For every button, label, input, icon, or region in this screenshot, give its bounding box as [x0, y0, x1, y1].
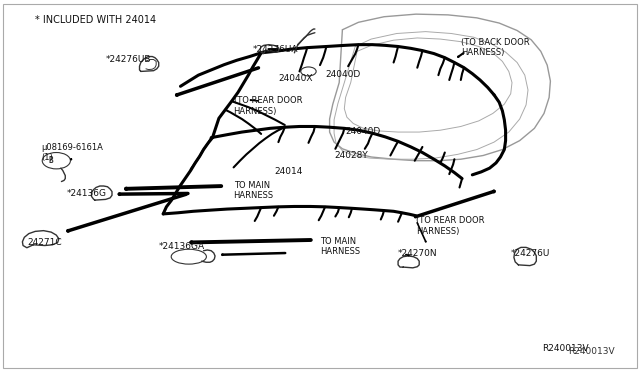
Text: (TO REAR DOOR
HARNESS): (TO REAR DOOR HARNESS) [416, 217, 484, 236]
Text: TO MAIN
HARNESS: TO MAIN HARNESS [234, 181, 274, 200]
Text: *24270N: *24270N [398, 249, 438, 258]
Text: *24136GA: *24136GA [159, 242, 205, 251]
Text: TO MAIN
HARNESS: TO MAIN HARNESS [320, 237, 360, 256]
Text: B: B [49, 156, 54, 165]
Text: *24276U: *24276U [511, 249, 550, 258]
Text: 24028Y: 24028Y [334, 151, 368, 160]
Text: *24136G: *24136G [67, 189, 108, 198]
Text: *24276UB: *24276UB [106, 55, 151, 64]
Text: 24271C: 24271C [27, 238, 61, 247]
Text: 24040X: 24040X [278, 74, 313, 83]
Text: R240013V: R240013V [542, 344, 589, 353]
Text: R240013V: R240013V [568, 347, 614, 356]
Text: µ08169-6161A
(1): µ08169-6161A (1) [42, 143, 104, 162]
Text: (TO BACK DOOR
HARNESS): (TO BACK DOOR HARNESS) [461, 38, 529, 57]
Text: * INCLUDED WITH 24014: * INCLUDED WITH 24014 [35, 15, 156, 25]
Text: (TO REAR DOOR
HARNESS): (TO REAR DOOR HARNESS) [234, 96, 302, 116]
Text: 24014: 24014 [274, 167, 302, 176]
Text: 24040D: 24040D [346, 127, 381, 136]
Text: *24276UA: *24276UA [253, 45, 298, 54]
Text: 24040D: 24040D [325, 70, 360, 79]
